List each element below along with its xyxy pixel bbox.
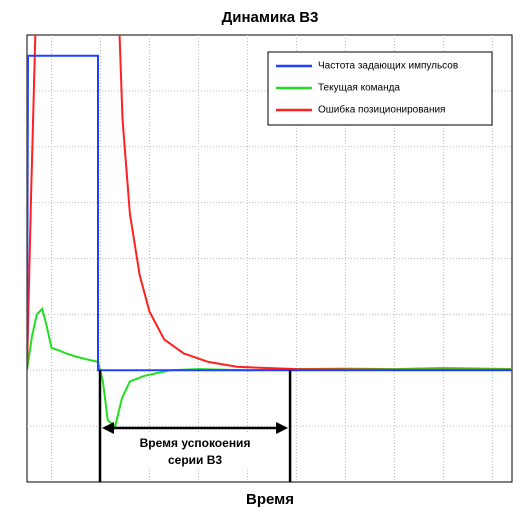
legend-label: Ошибка позиционирования: [318, 104, 445, 116]
annotation-text: серии В3: [168, 453, 222, 467]
arrow-head: [276, 422, 289, 434]
series-line: [27, 54, 512, 372]
chart-title: Динамика В3: [222, 9, 319, 26]
legend-label: Текущая команда: [318, 83, 400, 94]
arrow-head: [101, 422, 114, 434]
annotation-box: [135, 434, 256, 470]
annotation-text: Время успокоения: [140, 436, 251, 450]
legend-label: Частота задающих импульсов: [318, 61, 458, 72]
series-line: [27, 35, 512, 371]
plot-area: [27, 35, 512, 428]
x-axis-label: Время: [246, 491, 294, 508]
